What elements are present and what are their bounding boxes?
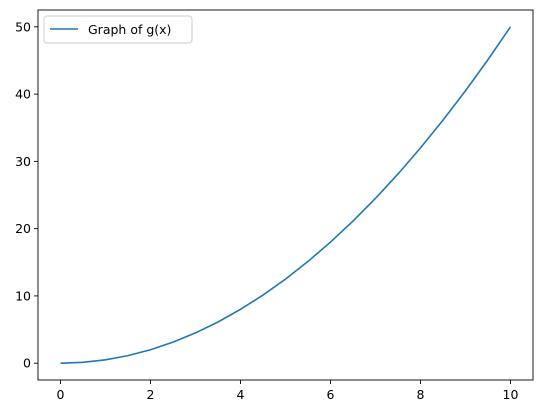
x-axis-ticks: 0 2 4 6 8 10 (57, 380, 519, 402)
y-tick-label: 10 (15, 288, 31, 303)
y-tick-label: 30 (15, 154, 31, 169)
legend-box (43, 15, 193, 44)
x-tick-label: 0 (57, 387, 65, 402)
y-tick-label: 0 (23, 356, 31, 371)
x-tick-label: 8 (417, 387, 425, 402)
x-tick-label: 4 (237, 387, 245, 402)
plot-frame (37, 9, 534, 381)
y-tick-label: 20 (15, 221, 31, 236)
legend-label: Graph of g(x) (88, 22, 171, 37)
y-tick-label: 50 (15, 19, 31, 34)
x-tick-label: 10 (503, 387, 519, 402)
x-tick-label: 6 (327, 387, 335, 402)
legend: Graph of g(x) (43, 15, 193, 44)
y-tick-label: 40 (15, 87, 31, 102)
series-line-g-of-x (60, 26, 512, 364)
y-axis-ticks: 0 10 20 30 40 50 (15, 19, 38, 371)
plot-area (38, 10, 533, 380)
x-tick-label: 2 (147, 387, 155, 402)
